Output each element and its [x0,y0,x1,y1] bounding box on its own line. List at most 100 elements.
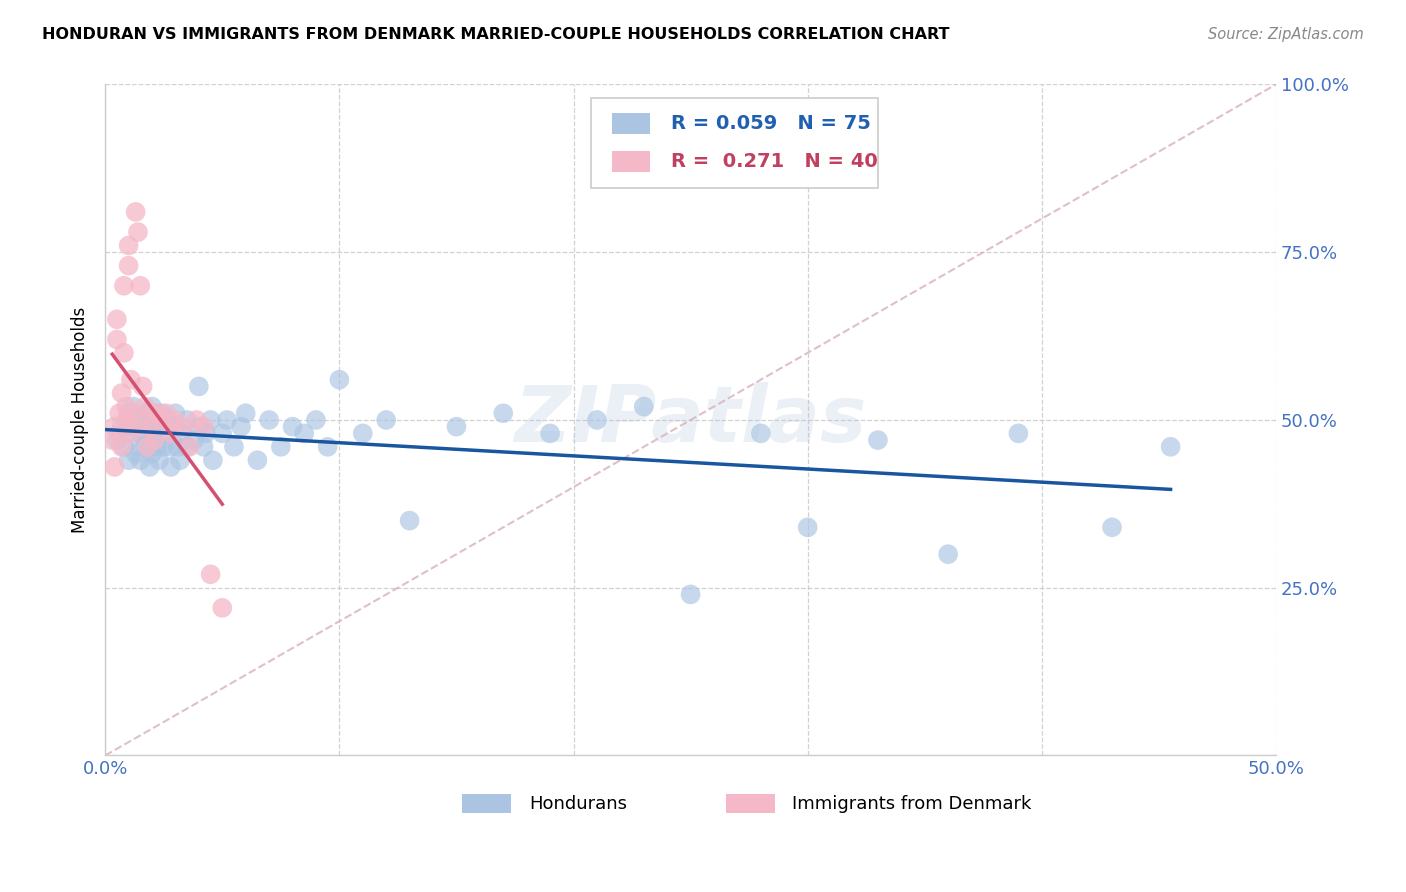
Point [328,373,350,387]
Point [633,400,655,414]
Text: R =  0.271   N = 40: R = 0.271 N = 40 [671,153,877,171]
Point [134,400,156,414]
Point [145,419,167,434]
Point [159,440,181,454]
Point [136,419,159,434]
Point [117,259,139,273]
Point [446,419,468,434]
Point [152,426,174,441]
Point [155,406,177,420]
Point [115,400,138,414]
Point [117,238,139,252]
Point [122,419,145,434]
Y-axis label: Married-couple Households: Married-couple Households [72,307,89,533]
Point [749,426,772,441]
Point [152,440,174,454]
Point [138,419,160,434]
Point [117,413,139,427]
Point [246,453,269,467]
Point [292,426,315,441]
Point [270,440,292,454]
Point [108,426,131,441]
Text: ZIPatlas: ZIPatlas [515,382,866,458]
Point [169,453,191,467]
Point [129,440,152,454]
Point [129,453,152,467]
Point [866,433,889,447]
Point [127,225,149,239]
Point [936,547,959,561]
Point [211,600,233,615]
Point [679,587,702,601]
Point [1101,520,1123,534]
Point [120,373,142,387]
Point [1160,440,1182,454]
Point [117,426,139,441]
FancyBboxPatch shape [591,98,877,188]
Point [134,433,156,447]
Point [122,400,145,414]
Point [305,413,328,427]
Bar [725,795,775,814]
Point [796,520,818,534]
Point [398,514,420,528]
Point [138,459,160,474]
Point [141,400,163,414]
Point [143,426,166,441]
Point [193,440,215,454]
Point [211,426,233,441]
Point [215,413,238,427]
Point [101,433,124,447]
Point [183,433,205,447]
Text: HONDURAN VS IMMIGRANTS FROM DENMARK MARRIED-COUPLE HOUSEHOLDS CORRELATION CHART: HONDURAN VS IMMIGRANTS FROM DENMARK MARR… [42,27,949,42]
Point [136,440,159,454]
Point [201,453,224,467]
Point [131,379,153,393]
Point [200,567,222,582]
Point [187,379,209,393]
Point [148,453,170,467]
Point [194,426,217,441]
Point [281,419,304,434]
Point [124,446,146,460]
Point [193,419,215,434]
Point [105,312,128,326]
Point [138,440,160,454]
Point [117,413,139,427]
Point [143,433,166,447]
Point [229,419,252,434]
Point [117,453,139,467]
Point [166,440,188,454]
Point [179,440,201,454]
Point [155,413,177,427]
Point [186,413,208,427]
Point [235,406,257,420]
Point [200,413,222,427]
Point [165,413,187,427]
Point [538,426,561,441]
Point [110,440,132,454]
Point [117,406,139,420]
Point [187,419,209,434]
Text: R = 0.059   N = 75: R = 0.059 N = 75 [671,114,870,133]
Point [112,440,135,454]
Point [172,419,194,434]
Point [115,413,138,427]
Point [129,419,152,434]
Point [375,413,398,427]
Text: Immigrants from Denmark: Immigrants from Denmark [793,795,1032,813]
Point [316,440,339,454]
Point [136,406,159,420]
Point [120,426,142,441]
Point [159,459,181,474]
Point [492,406,515,420]
Point [103,459,125,474]
Point [124,205,146,219]
Point [141,446,163,460]
Bar [612,112,650,134]
Point [176,440,198,454]
Point [105,433,128,447]
Point [165,419,187,434]
Point [352,426,374,441]
Point [586,413,609,427]
